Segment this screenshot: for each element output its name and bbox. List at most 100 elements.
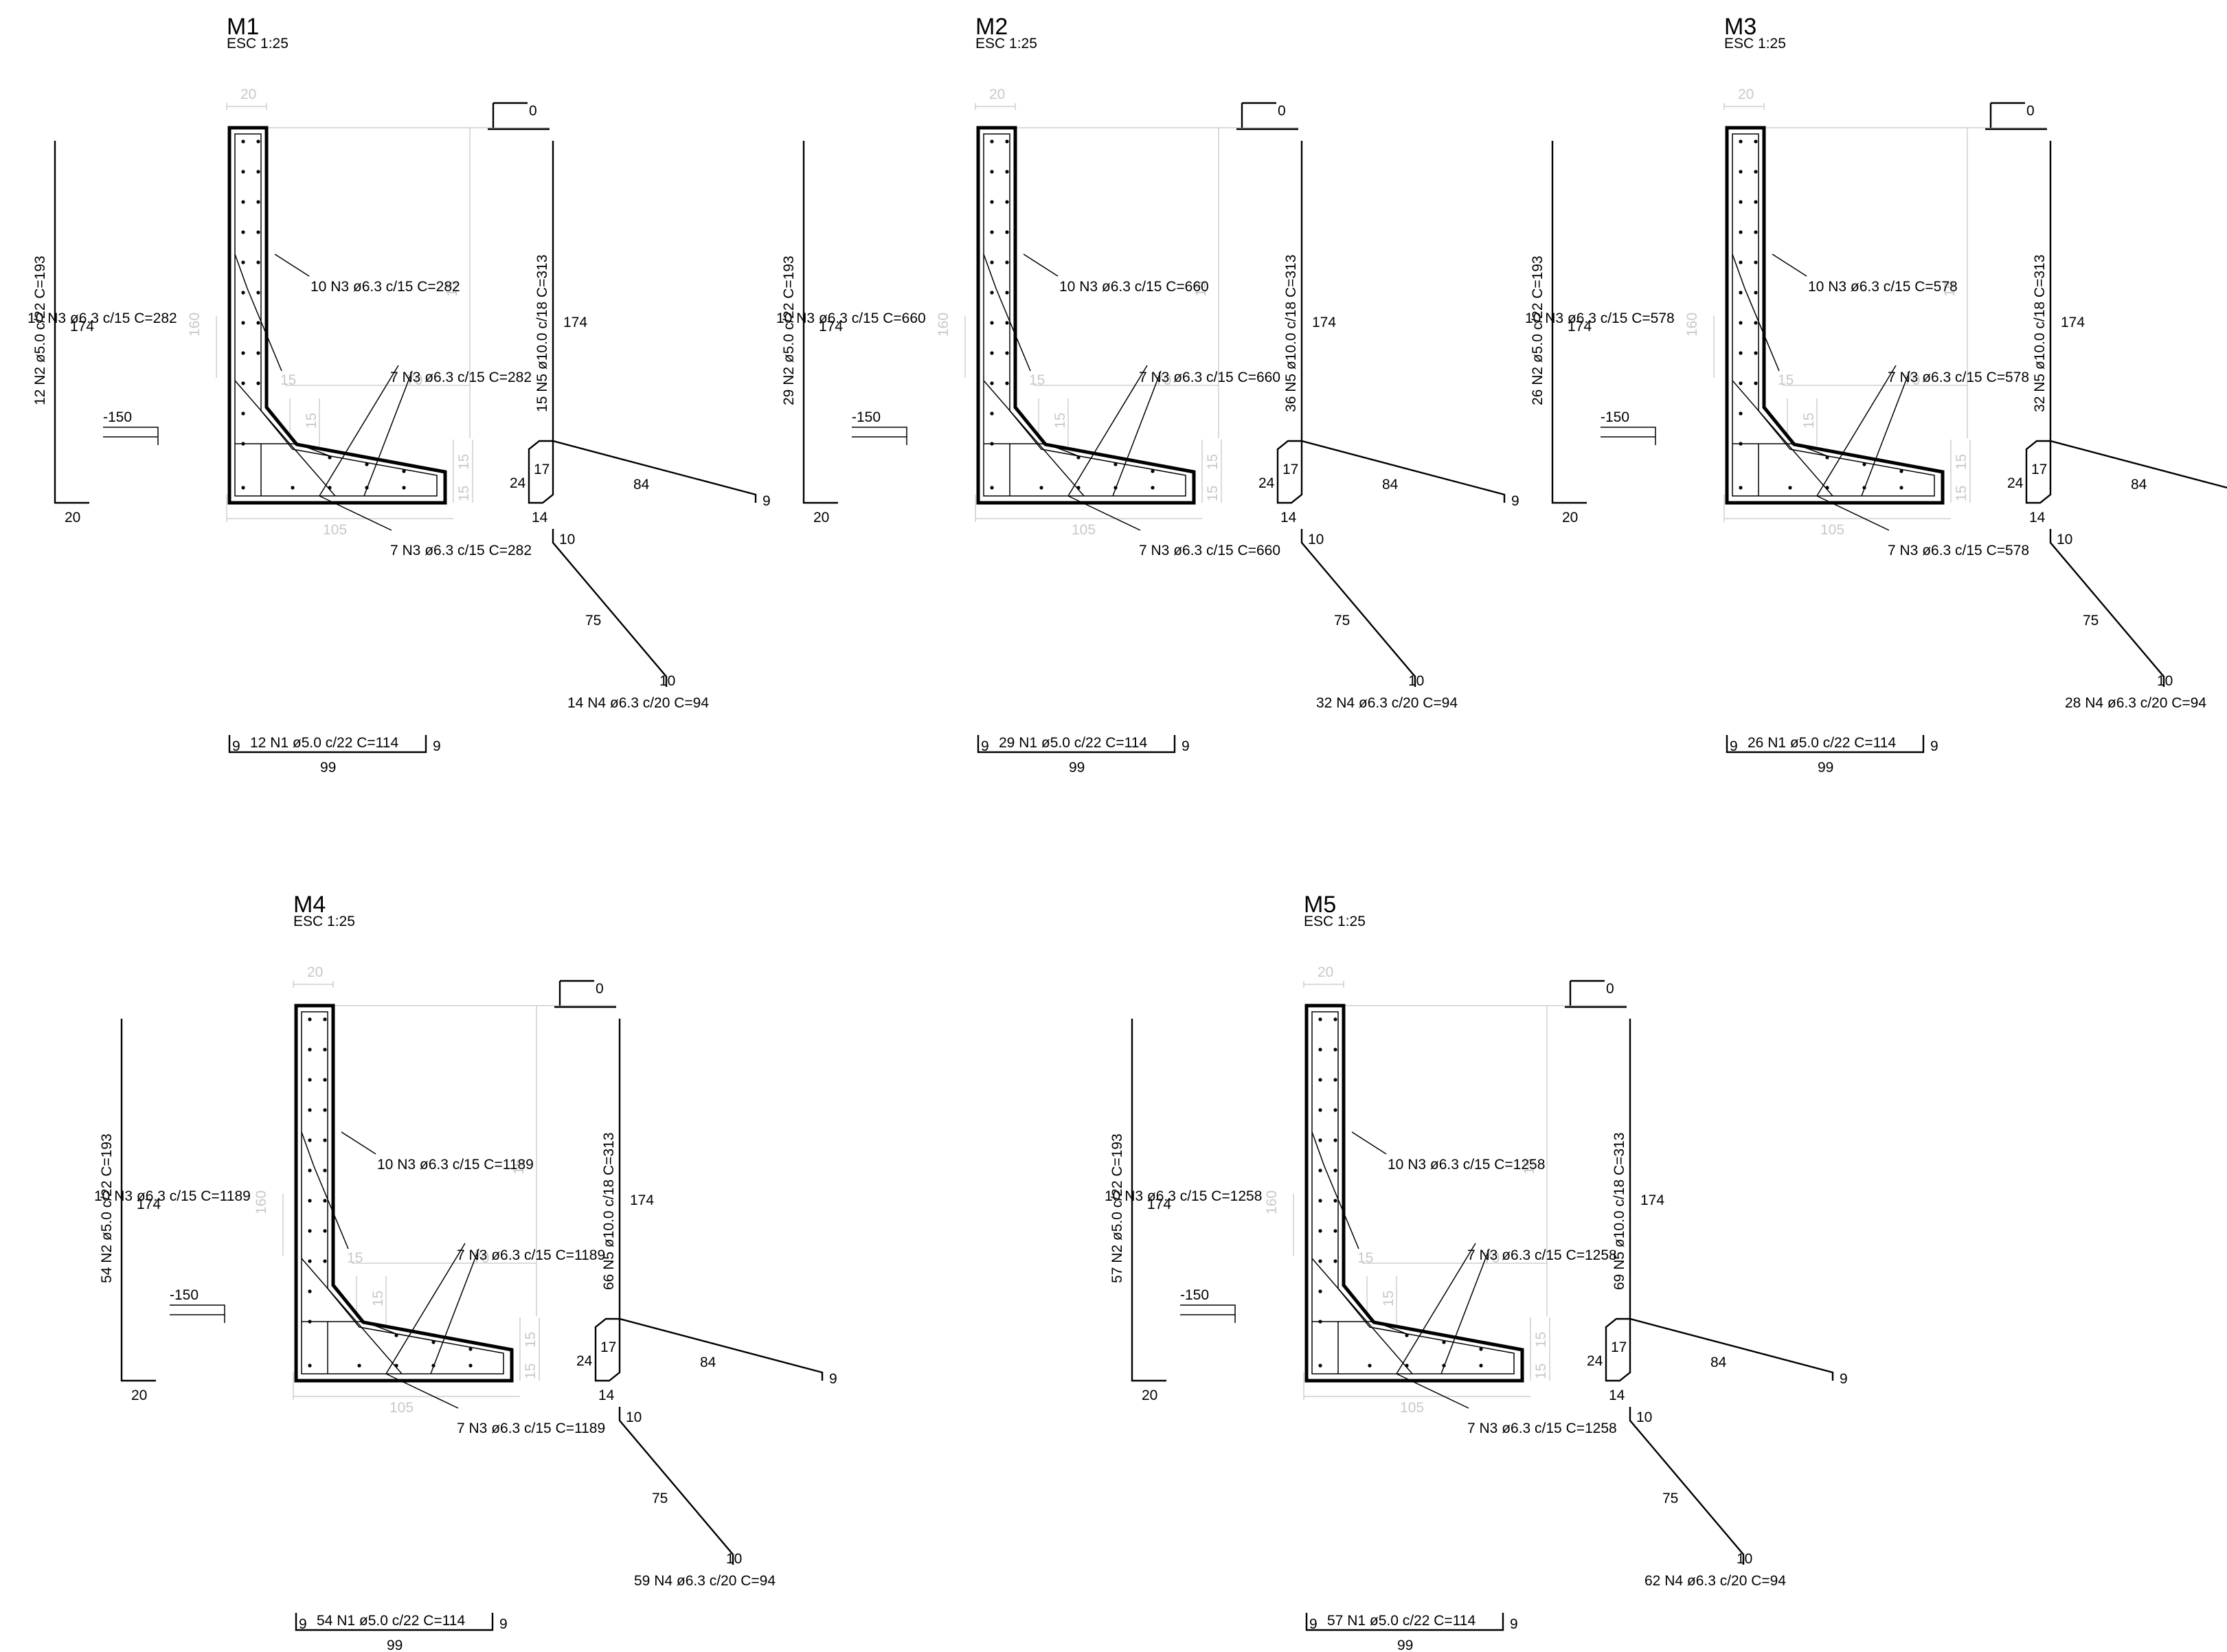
n5-top-dim: 17 xyxy=(600,1339,616,1355)
construction-lines xyxy=(964,103,1298,522)
dim-15-right-lower: 15 xyxy=(1533,1364,1549,1379)
bottom-level-label: -150 xyxy=(852,409,881,425)
n3-upper-callout: 10 N3 ø6.3 c/15 C=660 xyxy=(1059,279,1209,295)
n4-top-dim: 10 xyxy=(2057,532,2072,547)
n4-bar-shape xyxy=(2049,529,2165,687)
dim-base: 105 xyxy=(1072,522,1096,538)
dim-174-side: 174 xyxy=(1568,319,1592,335)
n2-bar-shape xyxy=(802,141,838,504)
rebar-dots xyxy=(308,1017,473,1368)
construction-lines xyxy=(216,103,550,522)
n5-top-dim: 17 xyxy=(2031,462,2047,477)
n3-bottom-callout: 7 N3 ø6.3 c/15 C=578 xyxy=(1888,543,2029,558)
n3-left-callout: 10 N3 ø6.3 c/15 C=578 xyxy=(1525,310,1675,326)
n1-left-hook-dim: 9 xyxy=(1309,1616,1318,1632)
n1-callout: 57 N1 ø5.0 c/22 C=114 xyxy=(1327,1613,1476,1629)
n5-bar-shape xyxy=(1276,141,1506,504)
n1-callout: 12 N1 ø5.0 c/22 C=114 xyxy=(250,735,398,751)
n5-tip-dim: 9 xyxy=(829,1371,837,1387)
n3-upper-callout: 10 N3 ø6.3 c/15 C=578 xyxy=(1808,279,1958,295)
n2-callout: 12 N2 ø5.0 c/22 C=193 xyxy=(32,256,48,405)
n4-callout: 59 N4 ø6.3 c/20 C=94 xyxy=(634,1573,776,1589)
n1-right-hook-dim: 9 xyxy=(1510,1616,1518,1632)
n4-callout: 28 N4 ø6.3 c/20 C=94 xyxy=(2065,695,2206,711)
dim-base: 105 xyxy=(389,1400,414,1416)
dim-slope-horizontal: 70 xyxy=(1155,372,1171,388)
dim-15-right-upper: 15 xyxy=(1533,1332,1549,1348)
n4-bottom-dim: 10 xyxy=(1737,1551,1752,1567)
n1-bar-shape xyxy=(295,1613,494,1631)
dim-wall-width: 20 xyxy=(240,87,256,102)
n3-left-callout: 10 N3 ø6.3 c/15 C=282 xyxy=(27,310,177,326)
n5-diagonal-dim: 84 xyxy=(2131,477,2147,493)
n4-callout: 14 N4 ø6.3 c/20 C=94 xyxy=(567,695,709,711)
wall-detail-m2: M2 ESC 1:25 xyxy=(776,14,1731,776)
n4-diagonal-dim: 75 xyxy=(1334,613,1350,629)
n1-callout: 26 N1 ø5.0 c/22 C=114 xyxy=(1748,735,1896,751)
n5-tip-dim: 9 xyxy=(1511,493,1519,509)
n1-bar-shape xyxy=(1305,1613,1504,1631)
n2-callout: 54 N2 ø5.0 c/22 C=193 xyxy=(99,1133,115,1283)
n5-tip-dim: 9 xyxy=(1840,1371,1848,1387)
top-level-label: 0 xyxy=(1606,981,1614,997)
n1-length-dim: 99 xyxy=(1397,1638,1413,1652)
n3-mid-callout: 7 N3 ø6.3 c/15 C=1189 xyxy=(457,1247,605,1263)
n5-callout: 32 N5 ø10.0 c/18 C=313 xyxy=(2032,255,2048,412)
dim-base: 105 xyxy=(1820,522,1844,538)
wall-detail-m5: M5 ESC 1:25 xyxy=(1105,892,2059,1652)
n5-bar-shape xyxy=(2025,141,2227,504)
n5-bar-shape xyxy=(1605,1019,1834,1382)
n3-mid-callout: 7 N3 ø6.3 c/15 C=578 xyxy=(1888,370,2029,385)
n5-callout: 66 N5 ø10.0 c/18 C=313 xyxy=(601,1133,617,1290)
n1-length-dim: 99 xyxy=(320,760,336,776)
n5-bar-shape xyxy=(528,141,757,504)
construction-lines xyxy=(1713,103,2047,522)
n3-mid-callout: 7 N3 ø6.3 c/15 C=660 xyxy=(1139,370,1280,385)
n1-callout: 54 N1 ø5.0 c/22 C=114 xyxy=(317,1613,465,1629)
dim-174-side: 174 xyxy=(70,319,94,335)
dim-15-vertical: 15 xyxy=(304,413,319,429)
scale-label: ESC 1:25 xyxy=(227,36,289,52)
n2-bar-shape xyxy=(54,141,89,504)
n1-right-hook-dim: 9 xyxy=(499,1616,508,1632)
n5-bar-shape xyxy=(594,1019,824,1382)
n1-length-dim: 99 xyxy=(1818,760,1833,776)
dim-wall-width: 20 xyxy=(989,87,1005,102)
n5-left-dim: 24 xyxy=(1258,475,1275,491)
n1-bar-shape xyxy=(1726,735,1925,754)
dim-right-tick: 15 xyxy=(1522,1159,1537,1175)
wall-detail-m4: M4 ESC 1:25 xyxy=(94,892,1049,1652)
n4-bar-shape xyxy=(552,529,668,687)
wall-section-drawing: 20 105 70 15 15 15 15 160 15 0 -150 20 1… xyxy=(1525,87,2227,776)
n2-foot-dim: 20 xyxy=(1142,1388,1157,1403)
n1-callout: 29 N1 ø5.0 c/22 C=114 xyxy=(999,735,1147,751)
n3-upper-callout: 10 N3 ø6.3 c/15 C=1189 xyxy=(377,1157,534,1173)
n3-upper-callout: 10 N3 ø6.3 c/15 C=1258 xyxy=(1388,1157,1545,1173)
n5-diagonal-dim: 84 xyxy=(633,477,650,493)
n4-top-dim: 10 xyxy=(626,1410,642,1425)
n4-bar-shape xyxy=(1629,1407,1745,1565)
n5-bottom-dim: 14 xyxy=(598,1388,615,1403)
dim-right-tick: 15 xyxy=(511,1159,527,1175)
n5-callout: 69 N5 ø10.0 c/18 C=313 xyxy=(1612,1133,1627,1290)
wall-detail-m1: M1 ESC 1:25 xyxy=(27,14,982,776)
bottom-level-label: -150 xyxy=(1180,1287,1209,1303)
n3-left-callout: 10 N3 ø6.3 c/15 C=1189 xyxy=(94,1188,251,1204)
inner-outline xyxy=(234,133,438,497)
n1-length-dim: 99 xyxy=(1069,760,1085,776)
n5-height-dim: 174 xyxy=(1312,315,1336,330)
construction-lines xyxy=(282,981,616,1400)
dim-174-side: 174 xyxy=(137,1197,161,1212)
wall-detail-m3: M3 ESC 1:25 xyxy=(1525,14,2227,776)
n3-bottom-callout: 7 N3 ø6.3 c/15 C=1189 xyxy=(457,1421,605,1436)
rebar-dots xyxy=(990,139,1155,490)
n4-bottom-dim: 10 xyxy=(726,1551,742,1567)
scale-label: ESC 1:25 xyxy=(1724,36,1786,52)
scale-label: ESC 1:25 xyxy=(975,36,1037,52)
n4-top-dim: 10 xyxy=(1308,532,1324,547)
dim-15-top: 15 xyxy=(347,1250,363,1266)
wall-title: M1 xyxy=(227,14,260,40)
top-level-label: 0 xyxy=(2026,103,2035,119)
n3-mid-callout: 7 N3 ø6.3 c/15 C=282 xyxy=(390,370,532,385)
n5-bottom-dim: 14 xyxy=(532,510,548,525)
